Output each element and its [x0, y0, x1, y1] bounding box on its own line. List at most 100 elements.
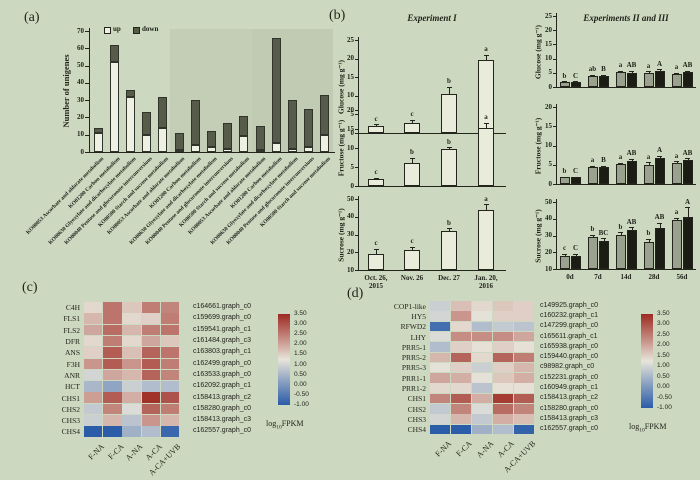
exp1-fructose-y-tick-label: 15 [347, 124, 354, 133]
heatmap-c-cell [141, 392, 160, 403]
exp1-glucose-y-tick-label: 20 [347, 54, 354, 63]
a-bar-down-segment [206, 131, 216, 147]
heatmap-c-colorbar-tick: -0.50 [294, 390, 309, 398]
exp23-glucose-bar [654, 70, 665, 87]
exp1-fructose-error-cap [446, 147, 452, 149]
heatmap-d-cell [514, 424, 535, 435]
heatmap-c-colorbar-label-part: FPKM [281, 419, 304, 428]
heatmap-c-colorbar-tick: 1.00 [294, 360, 307, 368]
exp23-sucrose-bar [598, 240, 609, 269]
heatmap-d-transcript-id: c98982.graph_c0 [540, 363, 595, 371]
heatmap-d-colorbar-label-part: 10 [639, 427, 645, 434]
exp23-fructose-error-cap [573, 176, 578, 178]
exp1-sucrose-y-tick-label: 30 [347, 230, 354, 238]
heatmap-d-cell [430, 424, 451, 435]
heatmap-d-cell [430, 373, 451, 383]
exp23-fructose-sig-letter: a [646, 152, 651, 161]
exp23-fructose-bar [587, 167, 598, 184]
a-bar-up-segment [206, 146, 216, 152]
exp1-fructose-y-tick-label: 0 [350, 181, 355, 190]
exp23-sucrose-error-bar [620, 232, 622, 235]
heatmap-d-cell [514, 373, 535, 383]
exp1-sucrose-sig-letter: c [410, 237, 414, 246]
heatmap-c-transcript-id: c164661.graph_c0 [193, 303, 251, 311]
exp23-glucose-y-tick [553, 58, 556, 60]
a-y-tick [85, 134, 89, 136]
exp1-fructose-error-cap [373, 177, 379, 179]
exp23-fructose-error-cap [646, 162, 651, 164]
exp23-sucrose-x-tick-label: 0d [566, 273, 574, 281]
heatmap-c-colorbar-tick: 3.50 [294, 310, 307, 317]
heatmap-c-cell [141, 369, 160, 381]
exp23-fructose-y-axis-label: Fructose (mg g⁻¹) [533, 117, 543, 174]
exp1-glucose-error-cap [483, 54, 489, 56]
heatmap-c-cell [141, 403, 160, 415]
a-y-tick [85, 65, 89, 67]
heatmap-d-colorbar-tick: -1.00 [657, 404, 672, 411]
a-y-tick [85, 117, 89, 119]
a-bar-up-segment [125, 96, 135, 152]
heatmap-d-transcript-id: c159440.graph_c0 [540, 353, 598, 361]
exp23-glucose-bar [671, 74, 682, 87]
exp1-glucose-y-tick [355, 40, 358, 41]
heatmap-d-cell [514, 393, 535, 404]
heatmap-c-cell [141, 302, 160, 313]
a-y-tick [85, 100, 89, 102]
heatmap-d-cell [430, 393, 451, 404]
exp23-sucrose-sig-letter: a [674, 208, 679, 217]
exp23-sucrose-sig-letter: c [562, 244, 567, 253]
exp1-glucose-y-tick [355, 133, 358, 134]
exp1-glucose-sig-letter: a [484, 45, 488, 53]
exp1-sucrose-y-tick-label: 20 [347, 247, 354, 256]
heatmap-d-transcript-id: c160232.graph_c1 [540, 311, 598, 319]
exp23-sucrose-y-tick-label: 10 [545, 264, 552, 273]
exp23-fructose-y-tick [553, 164, 556, 166]
heatmap-c-transcript-id: c163533.graph_c0 [193, 370, 251, 378]
heatmap-c-colorbar-tick: 2.00 [294, 340, 307, 348]
exp23-sucrose-error-bar [603, 238, 605, 241]
exp1-glucose-y-tick [355, 95, 358, 97]
exp23-sucrose-sig-letter: AB [654, 213, 665, 222]
heatmap-d-cell [472, 393, 493, 404]
heatmap-d-transcript-id: c160949.graph_c1 [540, 384, 598, 392]
heatmap-c-cell [103, 313, 122, 324]
exp23-glucose-error-bar [631, 70, 633, 73]
heatmap-d-cell [514, 362, 535, 373]
exp1-fructose-y-tick-label: 5 [350, 162, 355, 171]
exp23-sucrose-y-tick-label: 20 [545, 247, 552, 256]
heatmap-d-colorbar-label: log10FPKM [629, 422, 667, 434]
exp1-fructose-bar [441, 149, 457, 186]
a-bar-up-segment [223, 148, 233, 152]
heatmap-d-cell [493, 404, 514, 414]
heatmap-d-cell [472, 424, 493, 435]
exp23-sucrose-x-tick-label: 14d [620, 273, 632, 281]
exp1-sucrose-sig-letter: a [484, 194, 488, 203]
heatmap-d-cell [514, 301, 535, 311]
heatmap-c-cell [122, 313, 141, 324]
heatmap-d-cell [430, 362, 451, 373]
exp23-fructose-sig-letter: AB [626, 149, 637, 158]
heatmap-c-cell [160, 302, 180, 313]
heatmap-d-cell [430, 301, 451, 311]
a-legend-up-swatch [104, 27, 111, 34]
exp23-sucrose-y-tick [553, 269, 556, 270]
a-bar-down-segment [125, 89, 135, 97]
heatmap-d-cell [451, 362, 472, 373]
exp23-glucose-bar [570, 81, 581, 87]
a-bar-up-segment [142, 134, 152, 152]
heatmap-d-cell [514, 352, 535, 362]
a-bar-down-segment [320, 94, 330, 135]
heatmap-c-row-label: HCT [65, 382, 80, 392]
heatmap-c-cell [160, 381, 180, 392]
heatmap-d-colorbar-tick: 3.00 [657, 320, 670, 328]
a-bar-up-segment [271, 143, 281, 152]
exp23-sucrose-error-bar [676, 217, 678, 221]
exp23-fructose-bar [598, 167, 609, 184]
exp1-sucrose-error-cap [483, 204, 489, 206]
heatmap-c-cell [84, 426, 103, 437]
heatmap-c-cell [160, 369, 180, 381]
heatmap-d-transcript-id: c152231.graph_c0 [540, 373, 598, 381]
exp1-glucose-sig-letter: c [410, 110, 414, 119]
exp23-fructose-y-tick-label: 5 [548, 160, 553, 169]
exp23-fructose-y-tick [553, 126, 556, 128]
